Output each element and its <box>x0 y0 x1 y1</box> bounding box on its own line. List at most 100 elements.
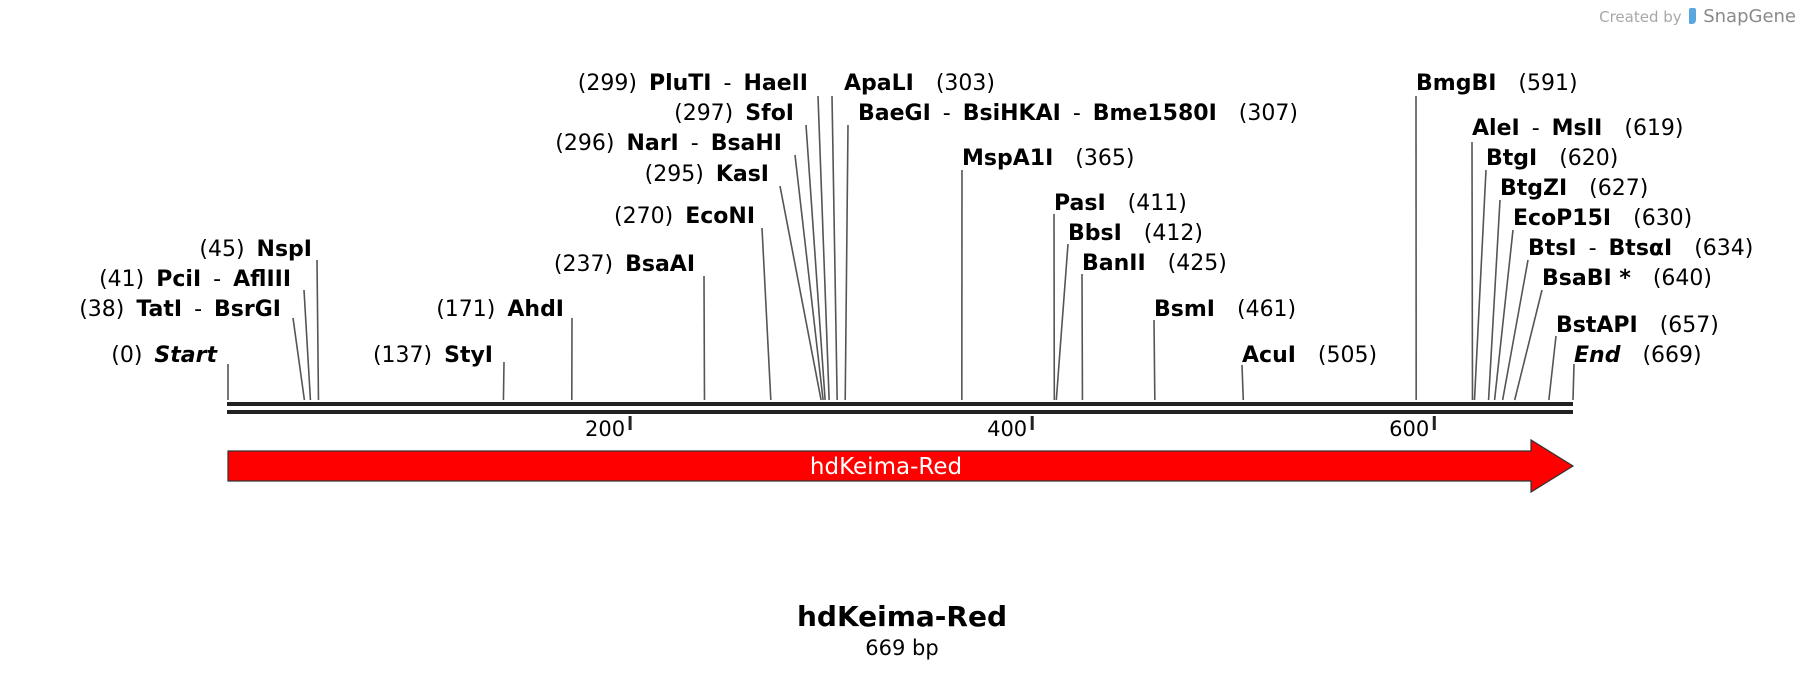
enzyme-name: PasI <box>1054 191 1106 216</box>
site-label[interactable]: (297) SfoI <box>674 101 794 126</box>
enzyme-name: Start <box>154 343 218 368</box>
site-separator: - <box>1532 116 1540 141</box>
site-label[interactable]: (38) TatI - BsrGI <box>79 297 281 322</box>
sequence-title: hdKeima-Red <box>796 600 1008 633</box>
site-label[interactable]: (0) Start <box>111 343 218 368</box>
site-separator: - <box>943 101 951 126</box>
site-label[interactable]: BbsI (412) <box>1068 221 1203 246</box>
site-position: (45) <box>199 237 244 262</box>
site-label[interactable]: (171) AhdI <box>436 297 564 322</box>
site-label[interactable]: (137) StyI <box>373 343 493 368</box>
site-separator: - <box>1589 236 1597 261</box>
credit-text: Created by <box>1599 8 1682 26</box>
site-line <box>817 95 830 401</box>
sequence-length: 669 bp <box>865 636 939 660</box>
site-position: (657) <box>1660 313 1719 338</box>
site-label[interactable]: (295) KasI <box>645 162 769 187</box>
site-position: (299) <box>578 71 637 96</box>
site-line <box>779 185 822 401</box>
enzyme-name: BsaHI <box>711 131 782 156</box>
site-line <box>316 259 320 401</box>
site-label[interactable]: End (669) <box>1574 343 1702 368</box>
site-position: (303) <box>936 71 995 96</box>
site-separator: - <box>1073 101 1081 126</box>
enzyme-name: AhdI <box>507 297 564 322</box>
site-position: (297) <box>674 101 733 126</box>
enzyme-name: SfoI <box>745 101 794 126</box>
site-separator: - <box>691 131 699 156</box>
site-label[interactable]: BtgI (620) <box>1486 146 1618 171</box>
site-label[interactable]: (41) PciI - AflIII <box>99 267 291 292</box>
site-position: (307) <box>1239 101 1298 126</box>
axis-tick-label: 600 <box>1389 417 1429 441</box>
site-line <box>292 317 306 401</box>
site-label[interactable]: BanII (425) <box>1082 251 1227 276</box>
enzyme-name: End <box>1574 343 1621 368</box>
enzyme-name: NspI <box>257 237 312 262</box>
site-position: (620) <box>1559 146 1618 171</box>
enzyme-name: NarI <box>626 131 678 156</box>
site-label[interactable]: (296) NarI - BsaHI <box>555 131 782 156</box>
site-position: (640) <box>1653 266 1712 291</box>
site-line <box>1513 289 1543 401</box>
site-separator: - <box>213 267 221 292</box>
site-position: (270) <box>614 204 673 229</box>
site-label[interactable]: BstAPI (657) <box>1556 313 1719 338</box>
site-position: (425) <box>1168 251 1227 276</box>
enzyme-name: BsaBI * <box>1542 266 1631 291</box>
feature-label: hdKeima-Red <box>810 454 962 480</box>
site-line <box>1473 169 1487 401</box>
site-label[interactable]: (45) NspI <box>199 237 312 262</box>
site-line <box>805 124 826 401</box>
enzyme-name: ApaLI <box>844 71 914 96</box>
site-position: (411) <box>1128 191 1187 216</box>
site-line <box>761 227 772 401</box>
site-label[interactable]: EcoP15I (630) <box>1513 206 1692 231</box>
site-label[interactable]: BsmI (461) <box>1154 297 1296 322</box>
site-line <box>1153 319 1156 401</box>
backbone-bottom-strand <box>227 410 1573 414</box>
site-position: (630) <box>1633 206 1692 231</box>
enzyme-name: AcuI <box>1242 343 1296 368</box>
site-position: (365) <box>1075 146 1134 171</box>
site-label[interactable]: BsaBI * (640) <box>1542 266 1712 291</box>
site-label[interactable]: MspA1I (365) <box>962 146 1134 171</box>
feature-arrow[interactable]: hdKeima-Red <box>227 438 1575 494</box>
site-position: (237) <box>554 252 613 277</box>
site-line <box>502 361 505 401</box>
enzyme-name: BbsI <box>1068 221 1122 246</box>
site-label[interactable]: BaeGI - BsiHKAI - Bme1580I (307) <box>858 101 1298 126</box>
site-position: (412) <box>1144 221 1203 246</box>
site-position: (619) <box>1624 116 1683 141</box>
site-line <box>1493 229 1514 401</box>
site-label[interactable]: BmgBI (591) <box>1416 71 1578 96</box>
site-label[interactable]: BtsI - BtsαI (634) <box>1528 236 1753 261</box>
enzyme-name: MspA1I <box>962 146 1053 171</box>
site-position: (634) <box>1694 236 1753 261</box>
site-label[interactable]: AleI - MslI (619) <box>1472 116 1684 141</box>
site-label[interactable]: (237) BsaAI <box>554 252 695 277</box>
enzyme-name: PluTI <box>649 71 712 96</box>
site-label[interactable]: AcuI (505) <box>1242 343 1377 368</box>
enzyme-name: BsaAI <box>625 252 695 277</box>
enzyme-name: MslI <box>1552 116 1603 141</box>
site-label[interactable]: PasI (411) <box>1054 191 1187 216</box>
enzyme-name: AflIII <box>233 267 291 292</box>
enzyme-name: BaeGI <box>858 101 931 126</box>
site-position: (0) <box>111 343 142 368</box>
site-label[interactable]: BtgZI (627) <box>1500 176 1648 201</box>
enzyme-name: TatI <box>136 297 182 322</box>
snapgene-logo-icon <box>1689 8 1697 24</box>
enzyme-name: BtgI <box>1486 146 1537 171</box>
site-position: (669) <box>1642 343 1701 368</box>
site-label[interactable]: (270) EcoNI <box>614 204 755 229</box>
snapgene-credit: Created by SnapGene <box>1599 6 1796 27</box>
site-label[interactable]: (299) PluTI - HaeII <box>578 71 808 96</box>
axis-tick-label: 200 <box>585 417 625 441</box>
site-position: (137) <box>373 343 432 368</box>
site-labels: (0) Start (38) TatI - BsrGI (41) PciI - AflIII (45… <box>79 71 1753 368</box>
site-label[interactable]: ApaLI (303) <box>844 71 995 96</box>
feature-arrow-shape[interactable] <box>227 438 1575 494</box>
site-position: (591) <box>1518 71 1577 96</box>
